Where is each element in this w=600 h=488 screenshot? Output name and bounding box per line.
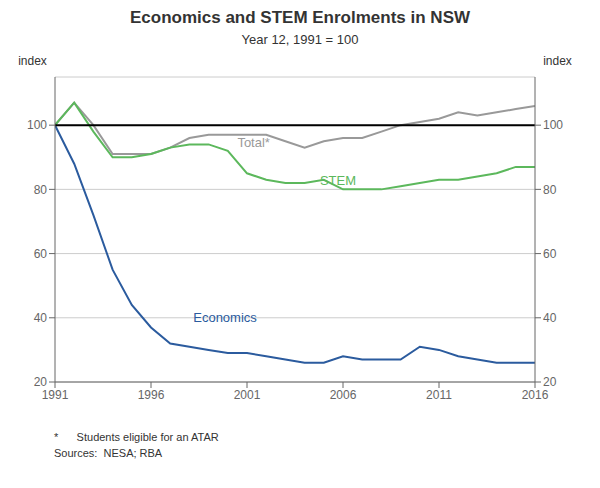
svg-text:80: 80 — [543, 183, 557, 197]
svg-text:1996: 1996 — [138, 388, 165, 402]
svg-text:100: 100 — [543, 118, 563, 132]
svg-text:20: 20 — [34, 375, 48, 389]
html-text:Economics and STEM Enrolments: Economics and STEM Enrolments in NSW — [130, 8, 470, 27]
svg-text:2011: 2011 — [426, 388, 452, 402]
svg-text:index: index — [18, 54, 47, 68]
svg-text:1991: 1991 — [42, 388, 69, 402]
svg-text:60: 60 — [543, 247, 557, 261]
svg-text:STEM: STEM — [320, 173, 356, 188]
svg-text:60: 60 — [34, 247, 48, 261]
svg-text:2006: 2006 — [330, 388, 357, 402]
svg-text:Economics: Economics — [193, 310, 257, 325]
svg-text:40: 40 — [34, 311, 48, 325]
svg-text:80: 80 — [34, 183, 48, 197]
svg-text:2016: 2016 — [522, 388, 549, 402]
html-text:Year 12, 1991 = 100: Year 12, 1991 = 100 — [241, 32, 359, 47]
html-text:Sources: NESA; RBA: Sources: NESA; RBA — [54, 447, 163, 459]
svg-text:Total*: Total* — [237, 135, 270, 150]
svg-text:2001: 2001 — [234, 388, 261, 402]
svg-text:40: 40 — [543, 311, 557, 325]
html-text:* Students eligible for an ATA: * Students eligible for an ATAR — [54, 431, 219, 443]
svg-text:100: 100 — [27, 118, 47, 132]
svg-text:20: 20 — [543, 375, 557, 389]
svg-text:index: index — [543, 54, 572, 68]
